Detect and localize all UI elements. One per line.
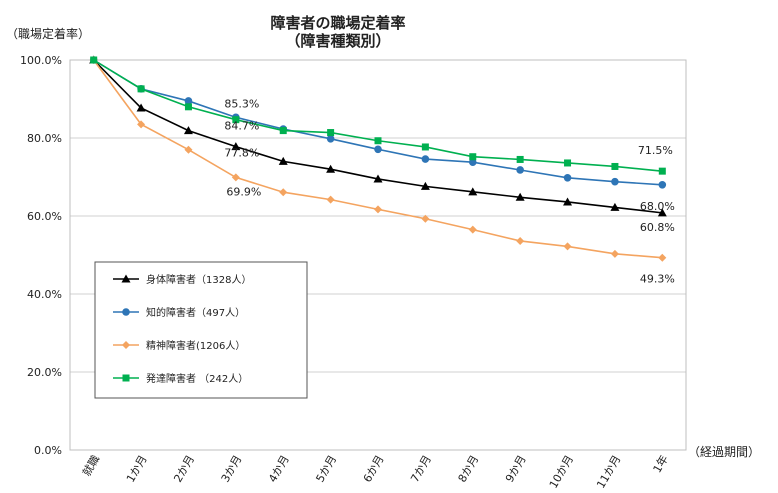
data-point xyxy=(373,174,383,183)
legend-label: 発達障害者 （242人） xyxy=(146,372,248,385)
data-point xyxy=(327,129,335,137)
series-line-1 xyxy=(93,59,663,214)
y-tick-label: 60.0% xyxy=(27,210,62,223)
x-tick-label: 9か月 xyxy=(503,453,529,485)
data-annotations: 85.3% 84.7% 77.8% 69.9% 71.5% 68.0% 60.8% 49.3% xyxy=(224,97,674,285)
data-point xyxy=(184,103,192,111)
x-tick-label: 1か月 xyxy=(124,453,150,485)
data-point xyxy=(137,120,146,129)
legend-label: 知的障害者（497人） xyxy=(146,306,245,319)
legend-marker xyxy=(121,274,131,283)
data-point xyxy=(231,142,241,151)
data-point xyxy=(564,159,572,167)
x-axis-label: （経過期間） xyxy=(688,445,760,459)
y-tick-label: 20.0% xyxy=(27,366,62,379)
data-point xyxy=(610,202,620,211)
data-label: 68.0% xyxy=(640,200,675,213)
series-line-3 xyxy=(93,59,663,259)
data-point xyxy=(516,236,525,245)
data-point xyxy=(421,214,430,223)
data-label: 60.8% xyxy=(640,221,675,234)
chart-title: 障害者の職場定着率 xyxy=(270,14,405,32)
data-label: 69.9% xyxy=(226,185,261,198)
x-tick-label: 5か月 xyxy=(313,453,339,485)
data-point xyxy=(184,145,193,154)
x-tick-label: 8か月 xyxy=(456,453,482,485)
data-label: 71.5% xyxy=(638,144,673,157)
legend: 身体障害者（1328人） 知的障害者（497人） 精神障害者(1206人） 発達障害者… xyxy=(94,261,308,399)
data-point xyxy=(231,173,240,182)
data-label: 85.3% xyxy=(224,97,259,110)
legend-label: 身体障害者（1328人） xyxy=(146,273,251,286)
data-point xyxy=(610,249,619,258)
series-lines xyxy=(89,55,667,262)
legend-label: 精神障害者(1206人） xyxy=(146,339,245,352)
data-point xyxy=(468,187,478,196)
data-point xyxy=(469,153,477,161)
data-point xyxy=(421,155,430,163)
data-point xyxy=(468,225,477,234)
data-point xyxy=(515,192,525,201)
legend-marker xyxy=(122,341,130,349)
data-point xyxy=(420,181,430,190)
data-point xyxy=(468,158,477,166)
data-point xyxy=(137,85,145,93)
data-point xyxy=(326,164,336,173)
data-point xyxy=(516,155,524,163)
data-point xyxy=(136,103,146,112)
data-point xyxy=(374,145,382,154)
plot-area-border xyxy=(69,59,687,451)
data-point xyxy=(658,167,666,175)
data-point xyxy=(183,126,193,135)
x-tick-label: 1年 xyxy=(650,453,671,476)
series-line-4 xyxy=(93,59,663,172)
data-label: 49.3% xyxy=(640,273,675,286)
data-label: 84.7% xyxy=(224,120,259,133)
legend-box xyxy=(94,261,308,399)
chart-subtitle: （障害種類別） xyxy=(285,32,390,50)
x-tick-label: 11か月 xyxy=(594,453,623,491)
data-point xyxy=(421,143,429,151)
data-label: 77.8% xyxy=(224,147,259,160)
data-point xyxy=(278,156,288,165)
data-point xyxy=(326,195,335,204)
data-point xyxy=(326,134,335,143)
data-point xyxy=(279,188,288,197)
x-tick-label: 6か月 xyxy=(361,453,387,485)
data-point xyxy=(611,162,619,170)
y-tick-label: 80.0% xyxy=(27,132,62,145)
data-point xyxy=(658,181,667,189)
data-point xyxy=(657,208,667,217)
data-point xyxy=(374,137,382,145)
data-point xyxy=(232,116,240,124)
data-point xyxy=(279,127,287,135)
x-tick-label: 4か月 xyxy=(266,453,292,485)
legend-marker xyxy=(122,308,130,316)
x-tick-label: 就職 xyxy=(79,453,102,479)
x-tick-label: 3か月 xyxy=(219,453,245,485)
data-point xyxy=(611,177,619,186)
data-point xyxy=(563,197,573,206)
y-tick-label: 100.0% xyxy=(20,54,62,67)
data-point xyxy=(90,56,98,64)
y-tick-labels: 0.0% 20.0% 40.0% 60.0% 80.0% 100.0% xyxy=(20,54,62,457)
y-tick-label: 0.0% xyxy=(34,444,62,457)
series-line-2 xyxy=(93,59,663,186)
data-point xyxy=(563,242,572,251)
y-axis-label: （職場定着率） xyxy=(6,26,90,41)
legend-marker xyxy=(122,374,130,382)
x-tick-label: 7か月 xyxy=(408,453,434,485)
data-point xyxy=(563,173,572,182)
x-tick-labels: 就職 1か月 2か月 3か月 4か月 5か月 6か月 7か月 8か月 9か月 10か月 11か月 1年 xyxy=(79,453,671,491)
x-tick-label: 2か月 xyxy=(171,453,197,485)
x-tick-label: 10か月 xyxy=(547,453,576,491)
data-point xyxy=(658,253,667,262)
data-point xyxy=(184,97,193,105)
data-point xyxy=(374,205,382,214)
data-point xyxy=(516,166,524,174)
y-tick-label: 40.0% xyxy=(27,288,62,301)
